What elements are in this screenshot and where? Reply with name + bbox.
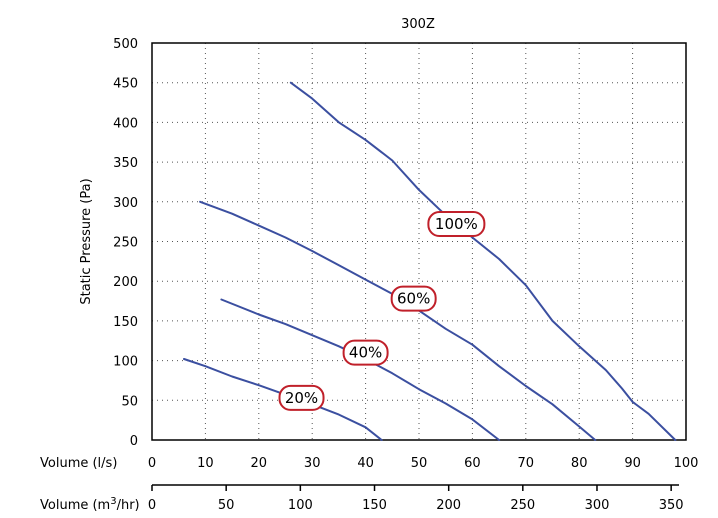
- x-tick-label: 80: [571, 456, 588, 471]
- curve-label-text: 20%: [285, 389, 318, 407]
- y-tick-label: 300: [113, 196, 138, 211]
- y-tick-label: 50: [121, 394, 138, 409]
- x-tick-label: 70: [518, 456, 535, 471]
- y-tick-label: 450: [113, 77, 138, 92]
- x-tick-label: 90: [624, 456, 641, 471]
- curve-label-text: 60%: [397, 290, 430, 308]
- x-tick-label: 40: [357, 456, 374, 471]
- x-tick-label: 60: [464, 456, 481, 471]
- x-tick-label: 10: [197, 456, 214, 471]
- x-axis-secondary-title-suffix: /hr): [117, 498, 140, 513]
- curve-label-box: [427, 211, 486, 238]
- x2-tick-label: 200: [436, 498, 461, 513]
- curve-label-box: [342, 339, 389, 366]
- curve-label-20pct: 20%: [278, 384, 325, 411]
- grid-lines: [152, 43, 686, 440]
- x-axis-secondary-ticks: 0 50 100 150 200 250 300 350: [148, 485, 684, 513]
- x2-tick-label: 350: [659, 498, 684, 513]
- curve-100pct: [289, 81, 677, 441]
- x-tick-label: 0: [148, 456, 156, 471]
- x-axis-secondary-title-sup: 3: [110, 496, 116, 507]
- x-axis-secondary-title: Volume (m3/hr): [40, 496, 140, 513]
- y-tick-label: 0: [130, 434, 138, 449]
- x-axis-primary-ticks: 0 10 20 30 40 50 60 70 80 90 100: [148, 456, 699, 471]
- curve-label-40pct: 40%: [342, 339, 389, 366]
- y-tick-label: 350: [113, 156, 138, 171]
- x2-tick-label: 250: [510, 498, 535, 513]
- y-tick-label: 400: [113, 116, 138, 131]
- curve-label-60pct: 60%: [390, 285, 437, 312]
- y-tick-label: 500: [113, 37, 138, 52]
- x2-tick-label: 100: [288, 498, 313, 513]
- curves: [183, 81, 677, 441]
- curve-label-100pct: 100%: [427, 211, 486, 238]
- curve-labels: 100% 60% 40% 20%: [278, 211, 486, 411]
- curve-label-text: 40%: [349, 344, 382, 362]
- x-tick-label: 100: [674, 456, 699, 471]
- y-tick-label: 100: [113, 355, 138, 370]
- y-axis-title: Static Pressure (Pa): [79, 178, 94, 304]
- y-tick-label: 150: [113, 315, 138, 330]
- y-tick-label: 200: [113, 275, 138, 290]
- x-axis-secondary-title-prefix: Volume (m: [40, 498, 110, 513]
- y-tick-label: 250: [113, 236, 138, 251]
- plot-frame: [151, 42, 687, 441]
- curve-label-box: [278, 384, 325, 411]
- chart-title: 300Z: [401, 17, 435, 32]
- x-tick-label: 30: [304, 456, 321, 471]
- curve-label-box: [390, 285, 437, 312]
- x-tick-label: 20: [251, 456, 268, 471]
- y-axis-ticks: 0 50 100 150 200 250 300 350 400 450 500: [113, 37, 138, 449]
- x2-tick-label: 150: [362, 498, 387, 513]
- x-tick-label: 50: [411, 456, 428, 471]
- x-axis-primary-title: Volume (l/s): [40, 456, 117, 471]
- x2-tick-label: 300: [585, 498, 610, 513]
- x2-tick-label: 0: [148, 498, 156, 513]
- x2-tick-label: 50: [218, 498, 235, 513]
- curve-label-text: 100%: [435, 215, 478, 233]
